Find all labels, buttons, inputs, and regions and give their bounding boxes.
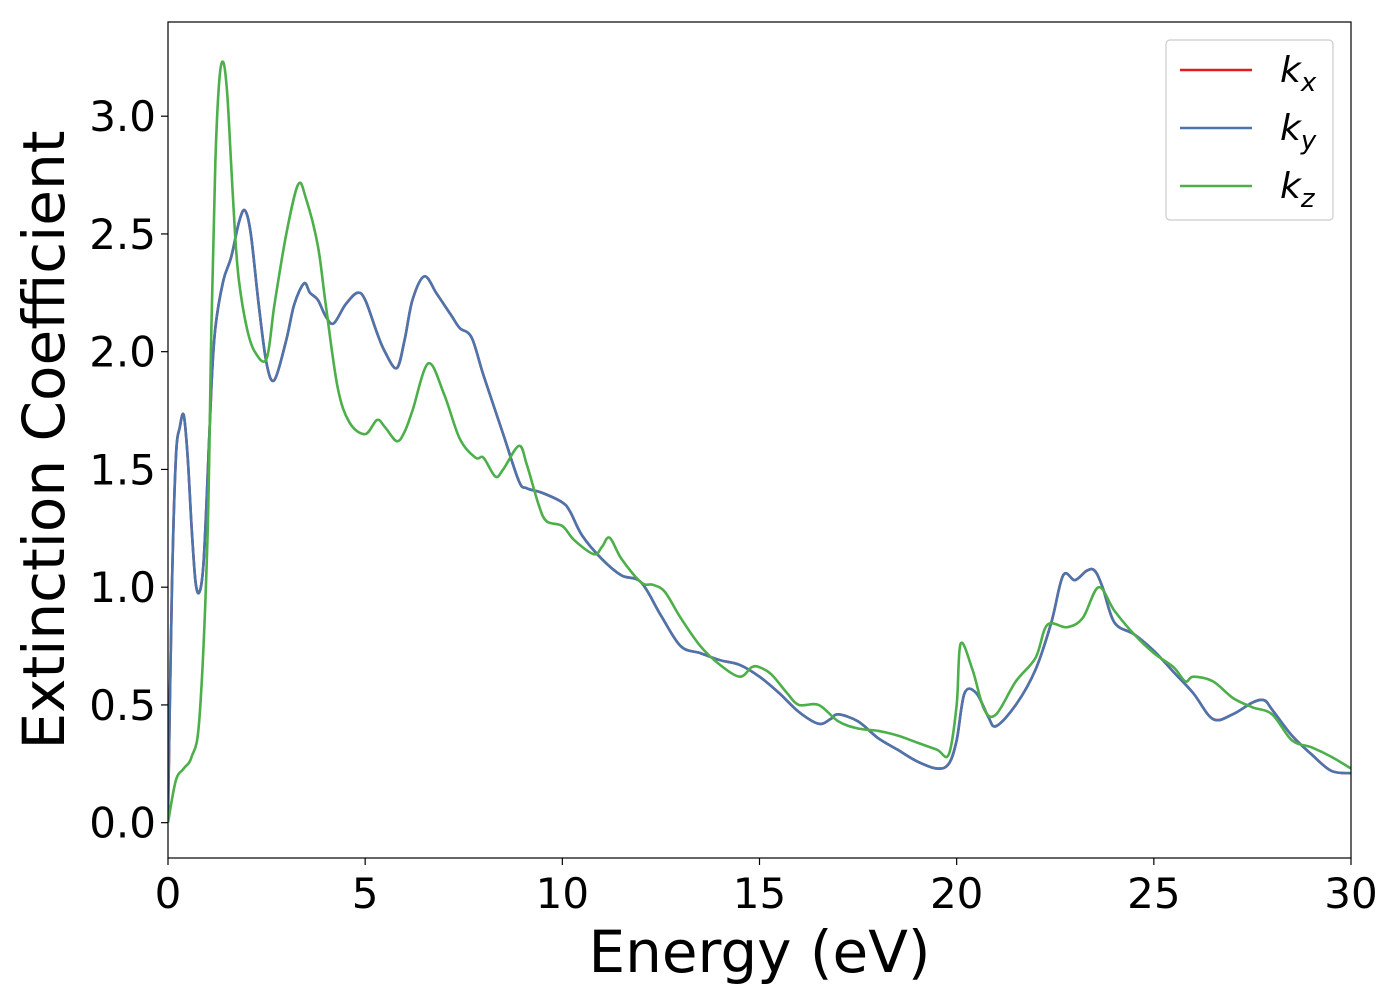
y-tick-label: 2.5 xyxy=(89,210,156,259)
x-tick-label: 30 xyxy=(1324,869,1377,918)
series-line-ky xyxy=(168,208,1351,818)
x-tick-label: 15 xyxy=(733,869,786,918)
y-axis-ticks: 0.0 0.5 1.0 1.5 2.0 2.5 3.0 xyxy=(89,92,168,848)
y-tick-label: 2.0 xyxy=(89,328,156,377)
series-layer xyxy=(168,60,1351,823)
y-tick-label: 1.5 xyxy=(89,445,156,494)
x-tick-label: 10 xyxy=(536,869,589,918)
x-tick-label: 20 xyxy=(930,869,983,918)
legend-label-ky: ky xyxy=(1280,108,1317,156)
legend-label-kz: kz xyxy=(1280,166,1316,214)
legend-box xyxy=(1165,39,1334,221)
y-tick-label: 3.0 xyxy=(89,92,156,141)
x-tick-label: 5 xyxy=(352,869,379,918)
y-tick-label: 0.5 xyxy=(89,681,156,730)
legend-label-kx: kx xyxy=(1280,50,1317,98)
legend: kx ky kz xyxy=(1165,39,1334,221)
y-tick-label: 0.0 xyxy=(89,799,156,848)
x-tick-label: 25 xyxy=(1127,869,1180,918)
x-axis-label: Energy (eV) xyxy=(588,918,930,986)
y-axis-label: Extinction Coefficient xyxy=(10,131,78,750)
x-tick-label: 0 xyxy=(155,869,182,918)
series-line-kz xyxy=(168,60,1351,823)
y-tick-label: 1.0 xyxy=(89,563,156,612)
x-axis-ticks: 0 5 10 15 20 25 30 xyxy=(155,858,1378,918)
series-line-kx xyxy=(168,208,1351,818)
